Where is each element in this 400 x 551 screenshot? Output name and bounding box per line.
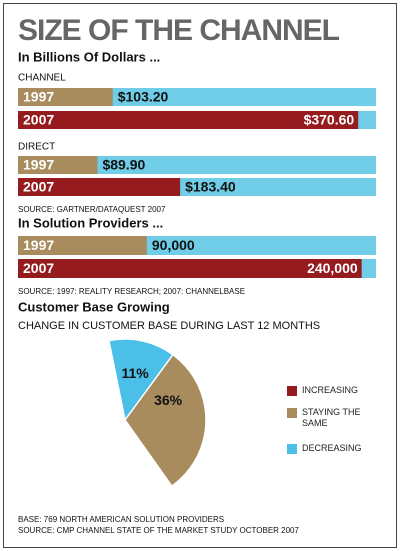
category-label: 2007 bbox=[23, 179, 54, 195]
value-label: $103.20 bbox=[118, 89, 169, 105]
value-label: 90,000 bbox=[152, 237, 195, 253]
value-label: $183.40 bbox=[185, 179, 236, 195]
heading: In Billions Of Dollars ... bbox=[18, 49, 160, 64]
category-label: 2007 bbox=[23, 260, 54, 276]
category-label: 1997 bbox=[23, 89, 54, 105]
chart-title: Customer Base Growing bbox=[18, 299, 170, 314]
legend-label: INCREASING bbox=[302, 385, 359, 395]
chart-title: In Solution Providers ... bbox=[18, 215, 163, 230]
category-label: 1997 bbox=[23, 237, 54, 253]
value-label: $370.60 bbox=[304, 112, 355, 128]
chart-subtitle: CHANGE IN CUSTOMER BASE DURING LAST 12 M… bbox=[18, 320, 320, 332]
bar bbox=[18, 236, 147, 255]
note: SOURCE: CMP CHANNEL STATE OF THE MARKET … bbox=[18, 526, 300, 535]
legend-label: DECREASING bbox=[302, 443, 362, 453]
category-label: 1997 bbox=[23, 157, 54, 173]
bar bbox=[18, 259, 362, 278]
slice-label: 11% bbox=[121, 365, 149, 381]
category-label: 2007 bbox=[23, 112, 54, 128]
legend-swatch bbox=[287, 408, 297, 418]
legend-swatch bbox=[287, 444, 297, 454]
bar bbox=[18, 178, 181, 196]
source: SOURCE: GARTNER/DATAQUEST 2007 bbox=[18, 205, 166, 214]
chart-title: DIRECT bbox=[18, 142, 55, 153]
note: BASE: 769 NORTH AMERICAN SOLUTION PROVID… bbox=[18, 515, 224, 524]
page-title: SIZE OF THE CHANNEL bbox=[18, 14, 340, 47]
bar bbox=[18, 156, 98, 174]
chart-title: CHANNEL bbox=[18, 73, 66, 84]
bar bbox=[18, 88, 113, 106]
bar-track bbox=[18, 156, 376, 174]
bar bbox=[18, 111, 359, 129]
source: SOURCE: 1997: REALITY RESEARCH; 2007: CH… bbox=[18, 287, 245, 296]
legend-swatch bbox=[287, 386, 297, 396]
pie-slice bbox=[108, 338, 174, 422]
legend-label: STAYING THE SAME bbox=[302, 407, 361, 428]
value-label: $89.90 bbox=[102, 157, 145, 173]
value-label: 240,000 bbox=[307, 260, 358, 276]
frame bbox=[3, 3, 397, 548]
slice-label: 36% bbox=[154, 392, 183, 408]
